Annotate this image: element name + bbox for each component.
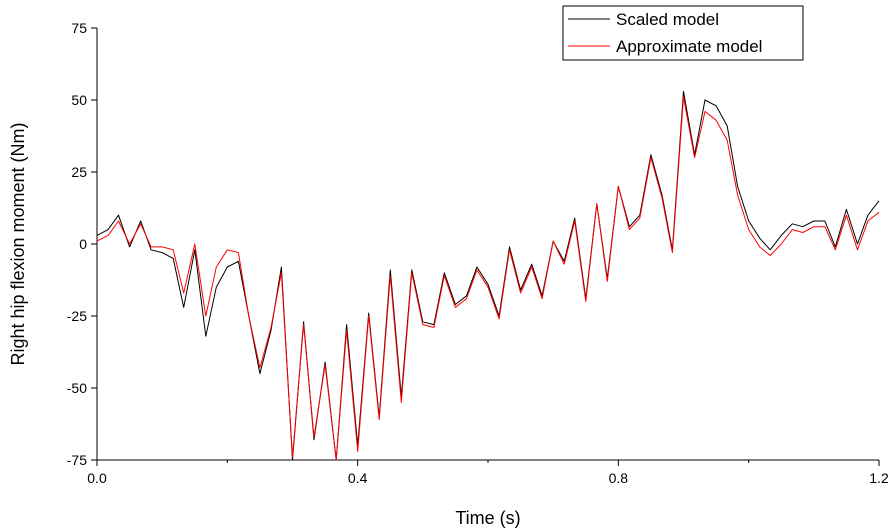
x-tick-label: 0.4 xyxy=(348,470,368,486)
y-axis-title: Right hip flexion moment (Nm) xyxy=(8,122,28,365)
y-tick-label: -75 xyxy=(67,452,87,468)
series-layer xyxy=(96,90,880,461)
y-tick-label: 50 xyxy=(71,92,87,108)
y-tick-label: 0 xyxy=(79,236,87,252)
legend-label-approximate-model: Approximate model xyxy=(616,37,762,56)
legend-box xyxy=(562,5,804,61)
series-line-scaled-model xyxy=(96,90,880,461)
x-tick-label: 1.2 xyxy=(869,470,889,486)
series-line-approximate-model xyxy=(96,96,880,461)
y-tick-label: -25 xyxy=(67,308,87,324)
y-tick-label: -50 xyxy=(67,380,87,396)
y-tick-label: 75 xyxy=(71,20,87,36)
x-tick-label: 0.8 xyxy=(609,470,629,486)
x-tick-label: 0.0 xyxy=(87,470,107,486)
legend: Scaled model Approximate model xyxy=(562,5,804,61)
x-axis-title: Time (s) xyxy=(455,508,520,528)
y-axis-ticks: -75 -50 -25 0 25 50 75 xyxy=(67,20,97,468)
legend-label-scaled-model: Scaled model xyxy=(616,10,719,29)
y-tick-label: 25 xyxy=(71,164,87,180)
x-axis-ticks: 0.0 0.4 0.8 1.2 xyxy=(87,460,889,486)
